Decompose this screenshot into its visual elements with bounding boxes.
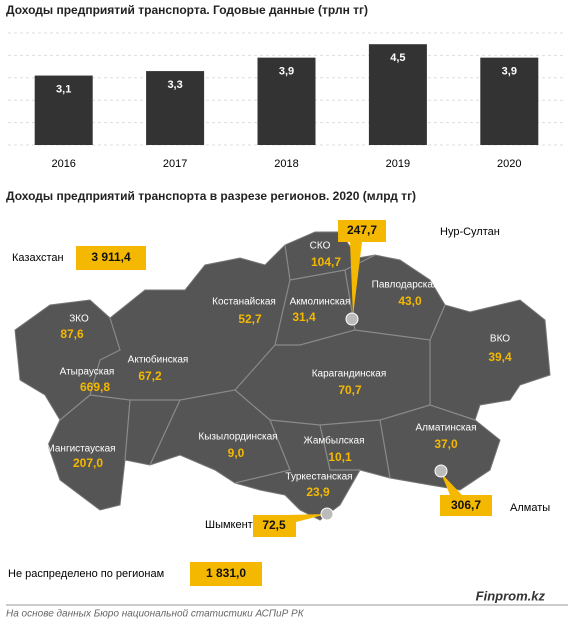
chart-title: Доходы предприятий транспорта. Годовые д… bbox=[6, 3, 368, 17]
region-name: Актюбинская bbox=[128, 354, 189, 366]
region-value: 70,7 bbox=[338, 383, 362, 397]
city-value: 306,7 bbox=[451, 498, 481, 512]
region-value: 52,7 bbox=[238, 312, 262, 326]
region-name: Карагандинская bbox=[312, 369, 387, 380]
region-name: Алматинская bbox=[416, 423, 477, 434]
city-name: Нур-Султан bbox=[440, 226, 500, 238]
source: На основе данных Бюро национальной стати… bbox=[6, 609, 305, 620]
region-name: ЗКО bbox=[69, 314, 89, 325]
region-value: 23,9 bbox=[306, 485, 330, 499]
region-name: Туркестанская bbox=[285, 472, 352, 483]
callouts bbox=[253, 220, 492, 537]
x-tick-label: 2018 bbox=[274, 158, 298, 170]
region-value: 10,1 bbox=[328, 450, 352, 464]
bar bbox=[480, 57, 539, 145]
unallocated-box bbox=[190, 562, 262, 586]
region-name: ВКО bbox=[490, 334, 510, 345]
x-tick-label: 2019 bbox=[386, 158, 410, 170]
region-name: Кызылординская bbox=[198, 432, 277, 443]
region-name: СКО bbox=[310, 241, 331, 252]
x-tick-label: 2016 bbox=[51, 158, 75, 170]
unallocated-value: 1 831,0 bbox=[206, 566, 246, 580]
region-value: 43,0 bbox=[398, 294, 422, 308]
bar bbox=[257, 57, 316, 145]
region-value: 39,4 bbox=[488, 350, 512, 364]
city-value: 247,7 bbox=[347, 223, 377, 237]
x-tick-label: 2020 bbox=[497, 158, 521, 170]
brand: Finprom.kz bbox=[476, 588, 546, 603]
region-value: 67,2 bbox=[138, 369, 162, 383]
region-value: 31,4 bbox=[292, 310, 316, 324]
x-tick-label: 2017 bbox=[163, 158, 187, 170]
region-name: Жамбылская bbox=[304, 435, 365, 447]
region-value: 669,8 bbox=[80, 380, 110, 394]
bar bbox=[146, 71, 205, 145]
region-name: Акмолинская bbox=[290, 297, 351, 308]
value-label: 3,3 bbox=[167, 79, 182, 91]
bar bbox=[368, 44, 427, 146]
region-value: 37,0 bbox=[434, 437, 458, 451]
total-label: Казахстан bbox=[12, 252, 64, 264]
region-name: Костанайская bbox=[212, 297, 276, 308]
region-value: 9,0 bbox=[228, 446, 245, 460]
total-value: 3 911,4 bbox=[91, 250, 131, 264]
region-name: Мангистауская bbox=[46, 444, 115, 455]
map bbox=[14, 231, 551, 521]
value-label: 3,1 bbox=[56, 83, 71, 95]
region-name: Атырауская bbox=[60, 367, 115, 378]
city-name: Алматы bbox=[510, 502, 550, 514]
bar bbox=[34, 75, 93, 145]
region-value: 104,7 bbox=[311, 255, 341, 269]
region-value: 87,6 bbox=[60, 327, 84, 341]
value-label: 4,5 bbox=[390, 52, 405, 64]
value-label: 3,9 bbox=[279, 66, 294, 78]
unallocated-label: Не распределено по регионам bbox=[8, 568, 164, 580]
total-box bbox=[76, 246, 146, 270]
city-value: 72,5 bbox=[262, 518, 286, 532]
region-value: 207,0 bbox=[73, 456, 103, 470]
map-title: Доходы предприятий транспорта в разрезе … bbox=[6, 189, 416, 203]
city-name: Шымкент bbox=[205, 519, 253, 531]
value-label: 3,9 bbox=[502, 66, 517, 78]
region-name: Павлодарская bbox=[372, 280, 439, 291]
